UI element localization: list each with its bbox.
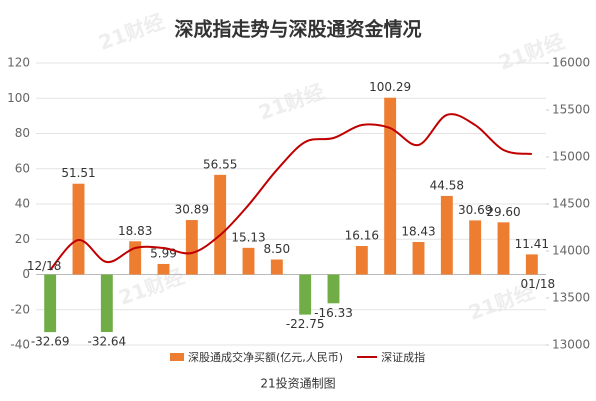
data-label: 44.58 <box>430 178 464 192</box>
chart-title: 深成指走势与深股通资金情况 <box>174 18 421 41</box>
x-tick-label: 01/18 <box>521 277 556 291</box>
legend-label: 深股通成交净买额(亿元,人民币) <box>188 350 343 364</box>
data-label: 11.41 <box>515 237 549 251</box>
bar <box>185 220 198 275</box>
legend-label: 深证成指 <box>381 350 425 364</box>
bar <box>72 183 85 275</box>
y2-tick-label: 15500 <box>552 103 590 117</box>
y2-tick-label: 13000 <box>552 338 590 352</box>
bar <box>497 222 510 275</box>
bar <box>129 241 142 275</box>
data-label: -32.64 <box>87 335 126 349</box>
bar <box>100 274 113 333</box>
data-label: 18.43 <box>401 225 435 239</box>
bar <box>214 174 227 275</box>
data-label: -32.69 <box>31 335 70 349</box>
data-label: 30.89 <box>175 203 209 217</box>
data-label: 15.13 <box>231 230 265 244</box>
data-label: -16.33 <box>314 306 353 320</box>
bar <box>384 97 397 275</box>
x-tick-label: 12/18 <box>27 259 62 273</box>
y2-tick-label: 15000 <box>552 150 590 164</box>
data-label: 29.60 <box>486 205 520 219</box>
data-label: -22.75 <box>286 317 325 331</box>
y2-tick-label: 13500 <box>552 291 590 305</box>
legend-swatch <box>170 353 184 361</box>
y2-tick-label: 14000 <box>552 244 590 258</box>
bar <box>525 254 538 275</box>
y-tick-label: -40 <box>10 338 30 352</box>
source-note: 21投资通制图 <box>260 376 335 391</box>
bar <box>327 274 340 304</box>
y-tick-label: 20 <box>15 232 30 246</box>
y-tick-label: 0 <box>22 267 30 281</box>
y2-tick-label: 14500 <box>552 197 590 211</box>
line <box>49 113 532 271</box>
data-label: 100.29 <box>369 80 411 94</box>
watermark: 21财经 <box>255 79 327 125</box>
data-label: 8.50 <box>263 242 290 256</box>
data-label: 51.51 <box>61 166 95 180</box>
bar <box>412 242 425 275</box>
bar <box>299 274 312 315</box>
data-label: 56.55 <box>203 157 237 171</box>
watermark: 21财经 <box>115 264 187 310</box>
y2-tick-label: 16000 <box>552 56 590 70</box>
y-tick-label: -20 <box>10 302 30 316</box>
y-tick-label: 80 <box>15 126 30 140</box>
bar <box>440 195 453 275</box>
y-tick-label: 40 <box>15 197 30 211</box>
bar <box>157 263 170 275</box>
bar <box>242 247 255 275</box>
data-label: 18.83 <box>118 224 152 238</box>
y-tick-label: 100 <box>7 91 30 105</box>
data-label: 30.69 <box>458 203 492 217</box>
y-tick-label: 120 <box>7 56 30 70</box>
watermark: 21财经 <box>95 9 167 55</box>
bar <box>270 259 283 275</box>
y-tick-label: 60 <box>15 161 30 175</box>
bar <box>355 246 368 275</box>
bar <box>469 220 482 275</box>
bar <box>44 274 57 333</box>
data-label: 16.16 <box>345 229 379 243</box>
